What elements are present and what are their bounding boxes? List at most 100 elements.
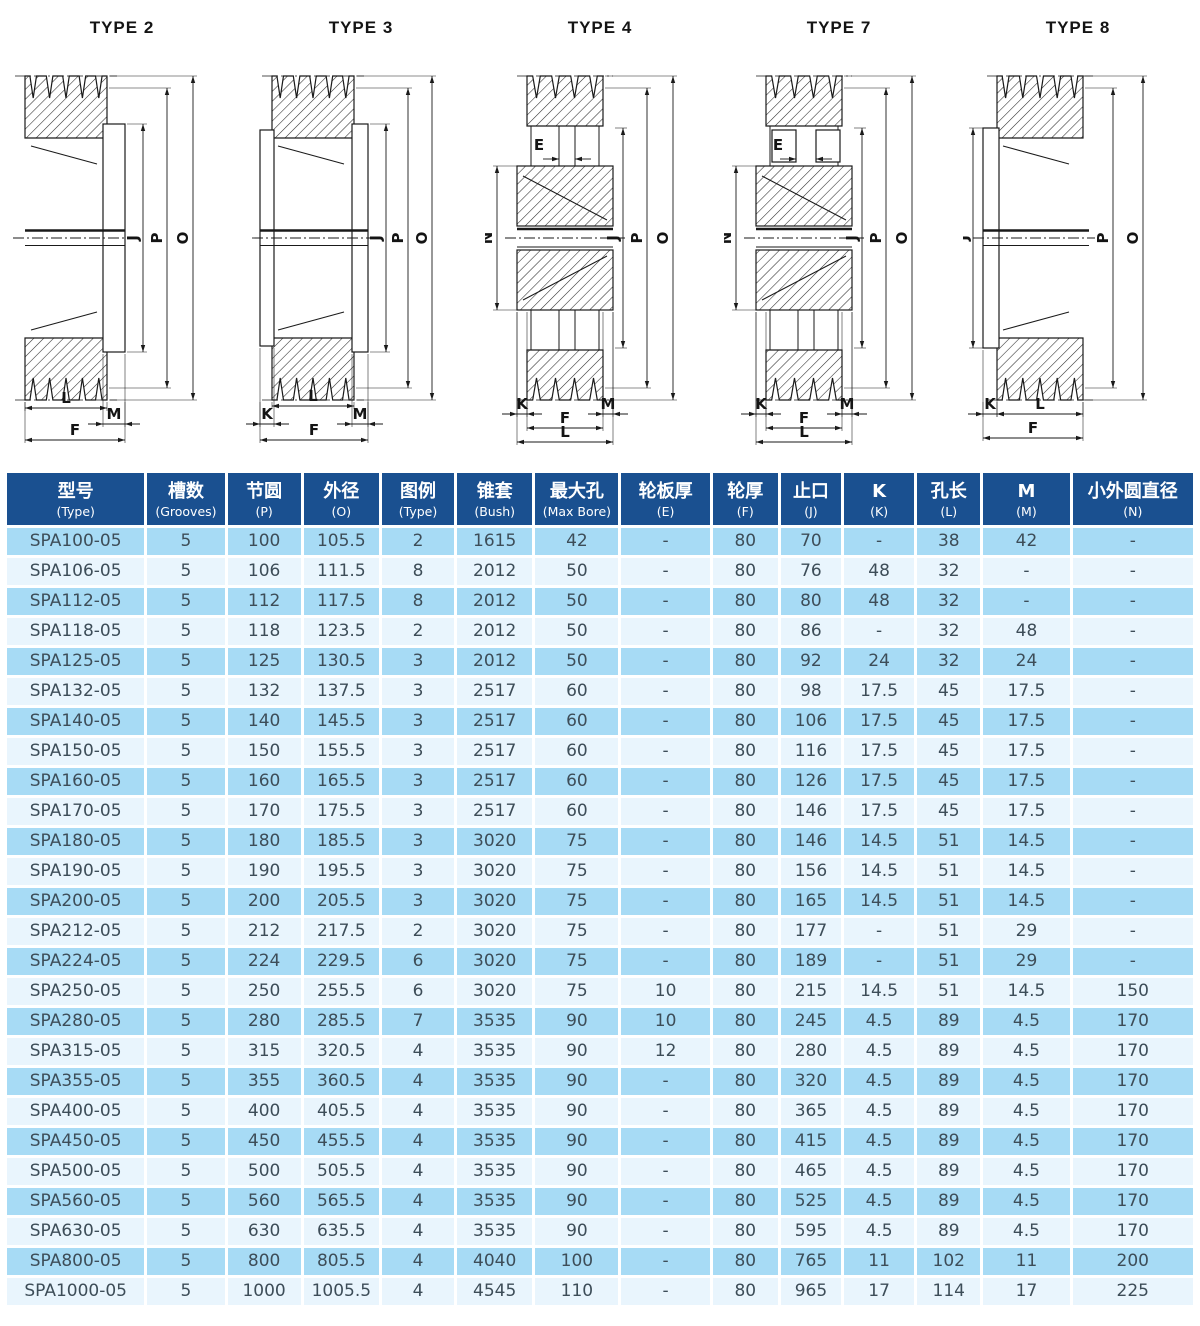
cell: 90 xyxy=(535,1008,619,1036)
cell: 42 xyxy=(535,528,619,556)
cell: 360.5 xyxy=(303,1068,379,1096)
cell: - xyxy=(621,678,710,706)
cell: 90 xyxy=(535,1188,619,1216)
cell: - xyxy=(621,1188,710,1216)
cell: 5 xyxy=(147,708,225,736)
cell: 5 xyxy=(147,1248,225,1276)
cell: 405.5 xyxy=(303,1098,379,1126)
cell: - xyxy=(621,828,710,856)
cell: 3 xyxy=(381,888,455,916)
cell: 17.5 xyxy=(844,798,915,826)
cell: 137.5 xyxy=(303,678,379,706)
cell: 6 xyxy=(381,948,455,976)
cell: 525 xyxy=(780,1188,842,1216)
cell: 51 xyxy=(917,828,981,856)
cell: 117.5 xyxy=(303,588,379,616)
cell: 224 xyxy=(227,948,301,976)
table-row: SPA630-05 5 630 635.5 4 3535 90-80 595 4.5 89 4.5 1… xyxy=(7,1218,1193,1246)
cell: 635.5 xyxy=(303,1218,379,1246)
cell: - xyxy=(621,888,710,916)
table-row: SPA250-05 5 250 255.5 6 3020 75 10 80 215 14.5 51 14… xyxy=(7,978,1193,1006)
dim-label-M: M xyxy=(840,395,855,413)
cell: 110 xyxy=(535,1278,619,1306)
cell: - xyxy=(844,948,915,976)
cell: 3 xyxy=(381,798,455,826)
cell: 189 xyxy=(780,948,842,976)
cell: 80 xyxy=(712,828,778,856)
cell: - xyxy=(983,588,1070,616)
cell: 800 xyxy=(227,1248,301,1276)
cell: - xyxy=(844,918,915,946)
cell: - xyxy=(621,528,710,556)
drawing-title-type-7: TYPE 7 xyxy=(806,18,872,37)
cell: 50 xyxy=(535,588,619,616)
column-header: 孔长 (L) xyxy=(917,473,981,526)
column-header-en: (N) xyxy=(1123,504,1143,520)
cell: 51 xyxy=(917,858,981,886)
cell: 80 xyxy=(712,1128,778,1156)
drawing-type-4: TYPE 4 E N JPO K M FL xyxy=(482,4,718,450)
cell: 92 xyxy=(780,648,842,676)
cell: 5 xyxy=(147,618,225,646)
cell: 4.5 xyxy=(844,1098,915,1126)
cell: 75 xyxy=(535,948,619,976)
cell: 4.5 xyxy=(844,1008,915,1036)
cell: 400 xyxy=(227,1098,301,1126)
column-header: 最大孔 (Max Bore) xyxy=(535,473,619,526)
cell: 4.5 xyxy=(983,1188,1070,1216)
cell: 32 xyxy=(917,618,981,646)
cell: 50 xyxy=(535,558,619,586)
cell: 4 xyxy=(381,1128,455,1156)
cell: SPA280-05 xyxy=(7,1008,145,1036)
column-header-en: (F) xyxy=(736,504,754,520)
table-row: SPA100-05 5 100 105.5 2 1615 42-80 70-38 42- xyxy=(7,528,1193,556)
cell: 805.5 xyxy=(303,1248,379,1276)
table-row: SPA125-05 5 125 130.5 3 2012 50-80 92 24 32 24- xyxy=(7,648,1193,676)
cell: 45 xyxy=(917,678,981,706)
cell: 4 xyxy=(381,1218,455,1246)
cell: 4.5 xyxy=(983,1068,1070,1096)
dim-label-F: F xyxy=(1028,419,1038,437)
cell: SPA315-05 xyxy=(7,1038,145,1066)
cell: - xyxy=(621,918,710,946)
cell: 3 xyxy=(381,768,455,796)
cell: 4.5 xyxy=(983,1218,1070,1246)
cell: SPA400-05 xyxy=(7,1098,145,1126)
column-header-en: (J) xyxy=(804,504,818,520)
cell: 17.5 xyxy=(983,768,1070,796)
cell: 60 xyxy=(535,708,619,736)
cell: 3020 xyxy=(457,978,533,1006)
cell: - xyxy=(844,618,915,646)
cell: 5 xyxy=(147,648,225,676)
cell: - xyxy=(1072,828,1193,856)
cell: 4040 xyxy=(457,1248,533,1276)
cell: SPA140-05 xyxy=(7,708,145,736)
cell: - xyxy=(1072,918,1193,946)
cell: 3 xyxy=(381,858,455,886)
cell: 5 xyxy=(147,978,225,1006)
dim-label-K: K xyxy=(516,395,529,413)
cell: 10 xyxy=(621,978,710,1006)
cell: 212 xyxy=(227,918,301,946)
cell: SPA112-05 xyxy=(7,588,145,616)
cell: 8 xyxy=(381,558,455,586)
table-row: SPA106-05 5 106 111.5 8 2012 50-80 76 48 32- - xyxy=(7,558,1193,586)
dim-label-J: J xyxy=(963,235,972,242)
column-header-en: (Type) xyxy=(398,504,438,520)
cell: 80 xyxy=(712,738,778,766)
cell: 11 xyxy=(983,1248,1070,1276)
cell: 280 xyxy=(780,1038,842,1066)
cell: 5 xyxy=(147,1128,225,1156)
cell: 4545 xyxy=(457,1278,533,1306)
cell: 80 xyxy=(712,558,778,586)
cell: 3020 xyxy=(457,888,533,916)
dim-label-O: O xyxy=(654,232,672,245)
cell: 51 xyxy=(917,948,981,976)
column-header: 外径 (O) xyxy=(303,473,379,526)
cell: - xyxy=(1072,738,1193,766)
cell: 32 xyxy=(917,558,981,586)
table-row: SPA560-05 5 560 565.5 4 3535 90-80 525 4.5 89 4.5 1… xyxy=(7,1188,1193,1216)
cell: 89 xyxy=(917,1008,981,1036)
